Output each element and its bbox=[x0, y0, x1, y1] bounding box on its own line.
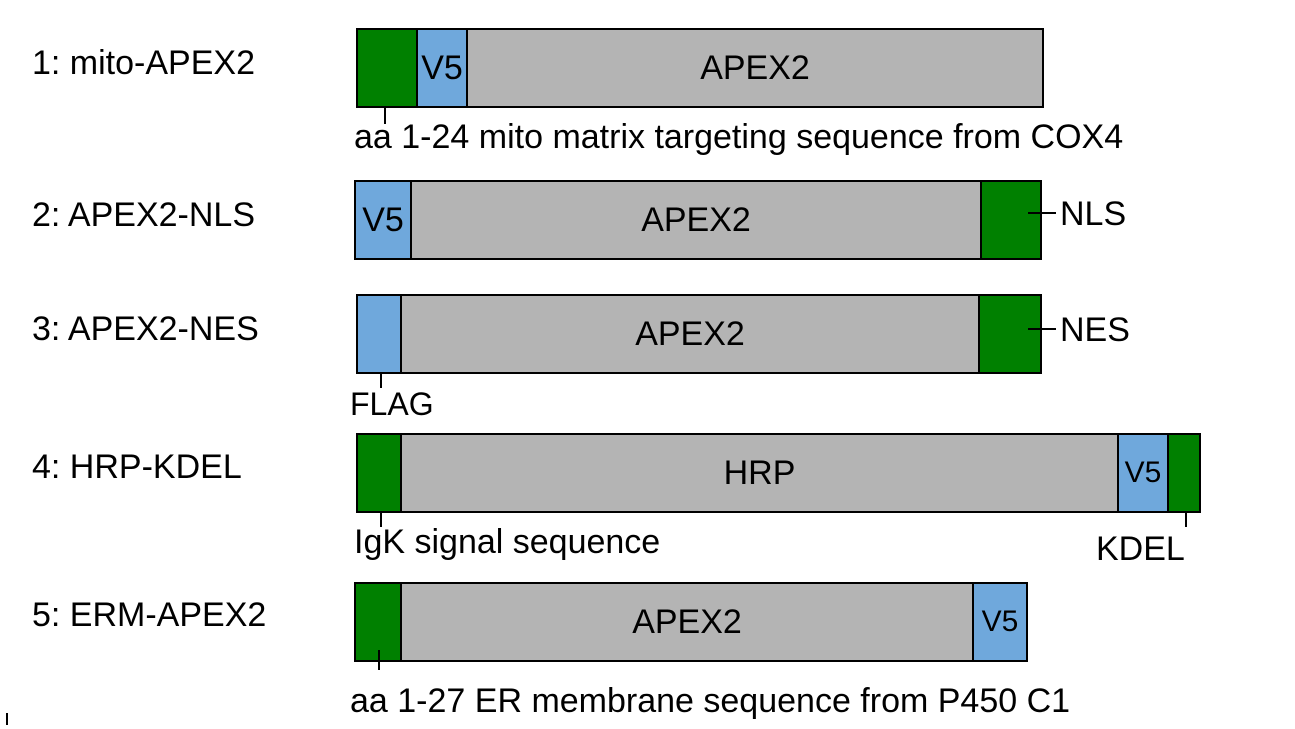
construct-2-label: 2: APEX2-NLS bbox=[32, 196, 256, 234]
v5-tag-segment: V5 bbox=[356, 182, 412, 258]
construct-4-bar: HRP V5 bbox=[356, 433, 1201, 513]
v5-tag-segment: V5 bbox=[974, 584, 1026, 660]
kdel-tick bbox=[1185, 511, 1187, 527]
nes-annotation: NES bbox=[1060, 311, 1130, 349]
apex2-segment: APEX2 bbox=[468, 30, 1042, 106]
flag-tag-segment bbox=[358, 296, 402, 372]
igk-signal-segment bbox=[358, 435, 402, 511]
hrp-segment: HRP bbox=[402, 435, 1119, 511]
construct-3-bar: APEX2 bbox=[356, 294, 1042, 374]
v5-tag-segment: V5 bbox=[1119, 435, 1169, 511]
mito-targeting-segment bbox=[358, 30, 418, 106]
construct-1-bar: V5 APEX2 bbox=[356, 28, 1044, 108]
apex2-segment: APEX2 bbox=[402, 296, 980, 372]
mito-targeting-annotation: aa 1-24 mito matrix targeting sequence f… bbox=[354, 118, 1124, 156]
kdel-annotation: KDEL bbox=[1096, 530, 1185, 568]
nls-segment bbox=[982, 182, 1040, 258]
erm-tick bbox=[378, 650, 380, 670]
construct-5-bar: APEX2 V5 bbox=[354, 582, 1028, 662]
igk-signal-tick bbox=[380, 511, 382, 527]
construct-2-bar: V5 APEX2 bbox=[354, 180, 1042, 260]
kdel-segment bbox=[1169, 435, 1199, 511]
construct-4-label: 4: HRP-KDEL bbox=[32, 448, 242, 486]
flag-tick bbox=[380, 372, 382, 388]
nls-tick bbox=[1028, 212, 1056, 214]
mito-targeting-tick bbox=[384, 106, 386, 124]
construct-5-label: 5: ERM-APEX2 bbox=[32, 596, 267, 634]
erm-segment bbox=[356, 584, 402, 660]
construct-1-label: 1: mito-APEX2 bbox=[32, 44, 255, 82]
apex2-segment: APEX2 bbox=[402, 584, 974, 660]
stray-mark bbox=[6, 713, 8, 725]
construct-3-label: 3: APEX2-NES bbox=[32, 310, 259, 348]
nes-tick bbox=[1028, 328, 1056, 330]
igk-signal-annotation: IgK signal sequence bbox=[354, 523, 661, 561]
nls-annotation: NLS bbox=[1060, 195, 1127, 233]
apex2-segment: APEX2 bbox=[412, 182, 982, 258]
v5-tag-segment: V5 bbox=[418, 30, 468, 106]
erm-annotation: aa 1-27 ER membrane sequence from P450 C… bbox=[350, 682, 1071, 720]
flag-annotation: FLAG bbox=[350, 386, 434, 422]
nes-segment bbox=[980, 296, 1040, 372]
